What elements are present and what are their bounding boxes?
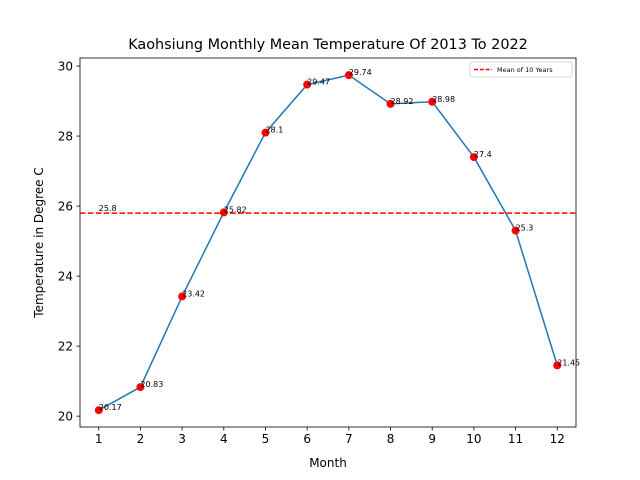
y-tick-label-28: 28 bbox=[58, 129, 73, 143]
data-point-month-9 bbox=[428, 97, 437, 106]
y-axis-label: Temperature in Degree C bbox=[32, 167, 46, 318]
data-point-month-12 bbox=[553, 361, 562, 370]
mean-reference-label: 25.8 bbox=[99, 204, 117, 213]
data-point-month-11 bbox=[511, 226, 520, 235]
y-tick-label-26: 26 bbox=[58, 199, 73, 213]
x-tick-label-1: 1 bbox=[95, 432, 103, 446]
y-axis: 20 22 24 26 28 30 bbox=[58, 59, 80, 423]
data-point-month-7 bbox=[344, 71, 353, 80]
x-tick-label-9: 9 bbox=[428, 432, 436, 446]
x-tick-label-11: 11 bbox=[508, 432, 523, 446]
data-label-month-4: 25.82 bbox=[224, 205, 247, 214]
y-tick-label-20: 20 bbox=[58, 409, 73, 423]
data-label-month-1: 20.17 bbox=[99, 403, 122, 412]
series-line-temperature bbox=[98, 74, 558, 411]
data-label-month-11: 25.3 bbox=[516, 224, 534, 233]
y-tick-label-30: 30 bbox=[58, 59, 73, 73]
data-markers bbox=[94, 71, 562, 415]
data-point-month-4 bbox=[219, 208, 228, 217]
y-tick-label-22: 22 bbox=[58, 339, 73, 353]
data-point-month-2 bbox=[136, 383, 145, 392]
x-tick-label-5: 5 bbox=[262, 432, 270, 446]
data-label-month-6: 29.47 bbox=[307, 78, 330, 87]
plot-area: 25.8 20.1720.8323.4225.8228.129.4729.742… bbox=[79, 57, 580, 428]
x-tick-label-3: 3 bbox=[178, 432, 186, 446]
chart-title: Kaohsiung Monthly Mean Temperature Of 20… bbox=[128, 37, 528, 53]
x-tick-label-12: 12 bbox=[550, 432, 565, 446]
x-tick-label-8: 8 bbox=[387, 432, 395, 446]
data-point-month-3 bbox=[178, 292, 187, 301]
data-point-month-10 bbox=[469, 153, 478, 162]
data-label-month-12: 21.45 bbox=[557, 358, 580, 367]
x-tick-label-10: 10 bbox=[466, 432, 481, 446]
data-label-month-9: 28.98 bbox=[432, 95, 455, 104]
legend: Mean of 10 Years bbox=[469, 61, 573, 78]
data-point-month-8 bbox=[386, 99, 395, 108]
data-label-month-2: 20.83 bbox=[140, 380, 163, 389]
x-tick-label-4: 4 bbox=[220, 432, 228, 446]
data-label-month-10: 27.4 bbox=[474, 150, 492, 159]
legend-entry-mean: Mean of 10 Years bbox=[497, 66, 553, 74]
x-axis: 1 2 3 4 5 6 7 8 9 10 11 12 bbox=[95, 427, 565, 446]
x-tick-label-7: 7 bbox=[345, 432, 353, 446]
data-label-month-7: 29.74 bbox=[349, 68, 372, 77]
data-point-month-6 bbox=[303, 80, 312, 89]
legend-box bbox=[469, 61, 573, 78]
data-label-month-8: 28.92 bbox=[391, 97, 414, 106]
x-axis-label: Month bbox=[309, 456, 347, 470]
data-point-month-1 bbox=[94, 406, 103, 415]
x-tick-label-6: 6 bbox=[303, 432, 311, 446]
x-tick-label-2: 2 bbox=[137, 432, 145, 446]
plot-frame bbox=[79, 57, 577, 428]
data-labels: 20.17 20.83 23.42 25.82 28.1 29.47 29.74 28.92 2… bbox=[99, 68, 580, 412]
data-point-month-5 bbox=[261, 128, 270, 137]
y-tick-label-24: 24 bbox=[58, 269, 73, 283]
data-label-month-3: 23.42 bbox=[182, 289, 205, 298]
data-label-month-5: 28.1 bbox=[265, 126, 283, 135]
